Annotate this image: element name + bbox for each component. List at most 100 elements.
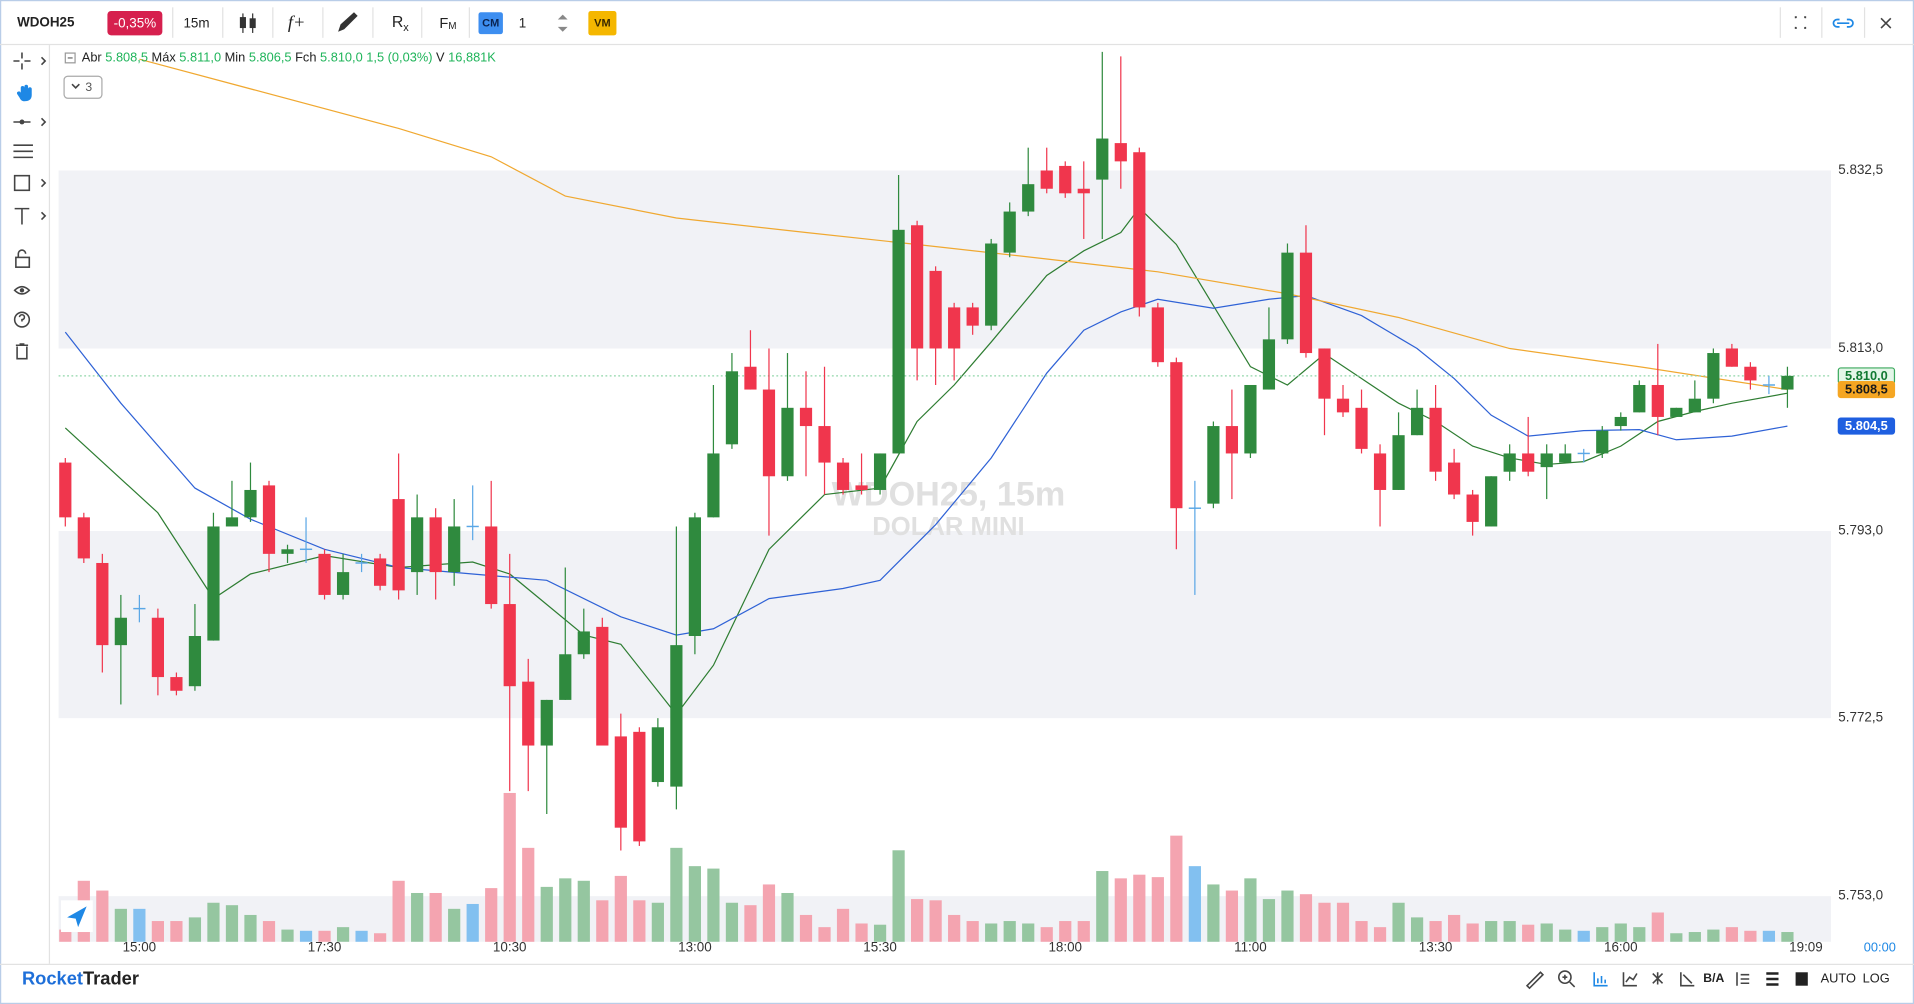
book-icon[interactable] xyxy=(1736,972,1750,986)
volume-bar xyxy=(281,929,294,942)
volume-bar xyxy=(1188,866,1201,942)
hand-tool[interactable] xyxy=(16,84,32,102)
format-button[interactable]: FM xyxy=(439,16,456,32)
legend-label: Fch xyxy=(295,50,316,65)
x-tick-label: 16:00 xyxy=(1604,939,1638,954)
candle-body xyxy=(1651,384,1664,417)
candle-body xyxy=(633,731,646,842)
vm-button[interactable] xyxy=(588,10,617,36)
auto-scale-button[interactable]: AUTO xyxy=(1821,970,1856,985)
candle-body xyxy=(318,553,331,595)
volume-bar xyxy=(429,892,442,942)
cm-button[interactable] xyxy=(478,12,503,35)
grid-icon[interactable] xyxy=(1652,972,1664,985)
quantity[interactable]: 1 xyxy=(519,15,526,30)
volume-bar xyxy=(1466,923,1479,942)
visibility-tool[interactable] xyxy=(13,285,31,295)
timeframe[interactable]: 15m xyxy=(183,15,209,30)
volume-bar xyxy=(1225,890,1239,942)
volume-toggle[interactable] xyxy=(1593,972,1608,987)
volume-bar xyxy=(725,902,739,942)
footer: RocketTrader B/A AUTO LOG xyxy=(0,963,1914,990)
y-tick-label: 5.753,0 xyxy=(1838,888,1883,903)
watermark-symbol: WDOH25, 15m xyxy=(832,476,1066,514)
log-scale-button[interactable]: LOG xyxy=(1863,970,1890,985)
candle-body xyxy=(1596,430,1609,454)
candle-body xyxy=(151,617,164,678)
remove-indicator[interactable]: Rx xyxy=(392,14,409,34)
volume-bar xyxy=(1781,932,1794,942)
function-button[interactable]: f+ xyxy=(288,12,305,32)
chart-type-icon[interactable] xyxy=(239,13,256,33)
candle-body xyxy=(1392,435,1405,490)
legend-label: V xyxy=(436,50,445,65)
volume-bar xyxy=(1003,921,1016,942)
volume-bar xyxy=(744,905,757,942)
zoom-handle xyxy=(1562,974,1576,988)
zoom-icon[interactable] xyxy=(1557,970,1572,985)
quantity-spinner[interactable] xyxy=(557,14,568,32)
symbol[interactable]: WDOH25 xyxy=(17,15,75,30)
volume-bar xyxy=(1040,927,1053,942)
price-label: 5.804,5 xyxy=(1845,418,1888,433)
volume-bar xyxy=(299,930,313,942)
draw-icon[interactable] xyxy=(338,12,358,32)
bid-ask-button[interactable]: B/A xyxy=(1703,971,1724,985)
indicator-icon[interactable] xyxy=(1622,972,1638,987)
lock-tool[interactable] xyxy=(15,256,31,268)
volume-bar xyxy=(873,924,887,942)
delete-tool[interactable] xyxy=(15,343,29,360)
volume-bar xyxy=(1022,923,1035,942)
scale-icon[interactable] xyxy=(1680,972,1695,987)
list-icon[interactable] xyxy=(1766,972,1779,986)
collapse-chevron xyxy=(71,83,80,89)
help-tool[interactable] xyxy=(13,311,31,328)
text-tool[interactable] xyxy=(14,207,47,225)
volume-bar xyxy=(1762,930,1776,942)
candle-body xyxy=(892,229,905,454)
volume-bar xyxy=(1355,921,1368,942)
volume-bar xyxy=(1633,927,1646,942)
close-icon[interactable] xyxy=(1880,17,1892,29)
volume-bar xyxy=(318,930,331,942)
x-tick-label: 13:00 xyxy=(678,939,712,954)
volume-bar xyxy=(466,903,479,942)
volume-bar xyxy=(133,908,146,942)
crosshair-tool[interactable] xyxy=(13,52,47,70)
y-tick-label: 5.793,0 xyxy=(1838,523,1883,538)
volume-bar xyxy=(781,892,794,942)
volume-bar xyxy=(762,884,776,942)
x-tick-label: 15:30 xyxy=(863,939,897,954)
candle-body xyxy=(522,681,535,746)
collapsed-indicators[interactable] xyxy=(63,75,103,99)
link-icon[interactable] xyxy=(1832,18,1854,28)
volume-bar xyxy=(1485,921,1498,942)
volume-bar xyxy=(485,888,498,942)
candle-body xyxy=(1077,188,1090,194)
candle-body xyxy=(448,526,461,573)
volume-bar xyxy=(1744,930,1757,942)
volume-bar xyxy=(836,908,850,942)
volume-bar xyxy=(1522,924,1535,942)
volume-bar xyxy=(1651,912,1664,942)
trade-icon[interactable] xyxy=(1795,972,1808,986)
volume-bar xyxy=(1318,902,1331,942)
volume-bar xyxy=(818,927,831,942)
candle-body xyxy=(948,307,961,349)
ohlc-legend: Abr 5.808,5 Máx 5.811,0 Min 5.806,5 Fch … xyxy=(63,50,496,99)
volume-bar xyxy=(59,929,72,942)
volume-bar xyxy=(670,847,683,942)
shape-tool[interactable] xyxy=(13,174,31,192)
ruler-icon[interactable] xyxy=(1525,971,1545,990)
price-label: 5.810,0 xyxy=(1845,368,1888,383)
price-label-box xyxy=(1837,417,1896,435)
volume-bar xyxy=(1448,914,1461,942)
volume-bar xyxy=(1133,874,1146,942)
fib-tool[interactable] xyxy=(13,144,33,159)
x-tick-label: 18:00 xyxy=(1048,939,1082,954)
candle-body xyxy=(1707,353,1720,399)
legend-toggle[interactable] xyxy=(64,52,76,64)
fullscreen-icon[interactable] xyxy=(1794,16,1807,29)
volume-bar xyxy=(170,921,183,942)
